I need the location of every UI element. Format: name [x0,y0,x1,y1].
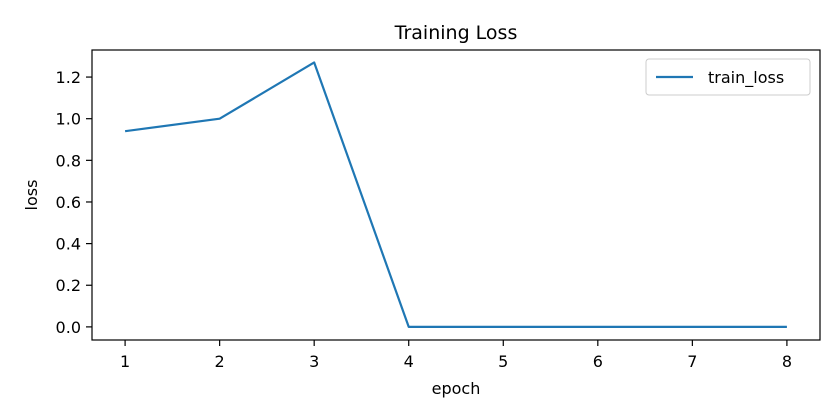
plot-frame [91,49,821,341]
legend-box [645,58,811,96]
x-axis-ticks: 1 2 3 4 5 6 7 8 [120,340,792,371]
y-tick-label: 0.2 [56,276,81,295]
x-tick-label: 6 [593,352,603,371]
x-tick-label: 1 [120,352,130,371]
x-tick-label: 5 [498,352,508,371]
x-axis-label: epoch [432,379,481,398]
y-axis-ticks: 0.0 0.2 0.4 0.6 0.8 1.0 1.2 [56,68,92,337]
legend: train_loss [645,58,811,96]
x-tick-label: 8 [782,352,792,371]
legend-entry-train-loss: train_loss [708,68,784,88]
y-tick-label: 0.8 [56,151,81,170]
series-line-train-loss [124,61,787,328]
series-layer [124,61,787,328]
x-tick-label: 7 [687,352,697,371]
y-axis-label: loss [22,180,41,211]
y-tick-label: 0.4 [56,235,81,254]
x-tick-label: 4 [404,352,414,371]
x-tick-label: 2 [215,352,225,371]
chart-title: Training Loss [394,22,518,44]
y-tick-label: 1.0 [56,110,81,129]
plot-area: 1 2 3 4 5 6 7 8 0.0 0.2 0.4 0.6 0.8 1.0 1.2 [56,49,821,371]
y-tick-label: 1.2 [56,68,81,87]
y-tick-label: 0.0 [56,318,81,337]
x-tick-label: 3 [309,352,319,371]
y-tick-label: 0.6 [56,193,81,212]
